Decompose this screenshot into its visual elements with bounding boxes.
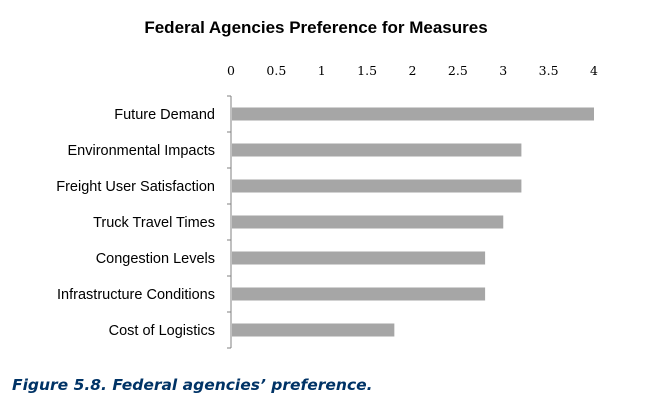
figure-caption: Figure 5.8. Federal agencies’ preference… [12, 376, 373, 394]
category-label: Congestion Levels [96, 251, 215, 267]
x-tick-label: 4 [590, 63, 598, 78]
chart-title: Federal Agencies Preference for Measures [144, 18, 487, 37]
category-label: Infrastructure Conditions [57, 287, 215, 303]
category-labels: Future Demand Environmental Impacts Freigh… [56, 107, 215, 339]
category-label: Environmental Impacts [68, 143, 215, 159]
bar-chart: Federal Agencies Preference for Measures… [56, 18, 598, 349]
x-tick-label: 0 [227, 63, 235, 78]
category-label: Freight User Satisfaction [56, 179, 215, 195]
category-label: Cost of Logistics [109, 323, 215, 339]
bar [232, 215, 504, 229]
bar [232, 179, 522, 193]
x-tick-label: 1 [318, 63, 326, 78]
bar [232, 143, 522, 157]
x-tick-label: 3.5 [539, 63, 559, 78]
x-tick-label: 3 [499, 63, 507, 78]
x-tick-label: 0.5 [266, 63, 286, 78]
bar [232, 251, 486, 265]
category-label: Truck Travel Times [93, 215, 215, 231]
bars [227, 95, 594, 349]
x-tick-label: 1.5 [357, 63, 377, 78]
category-label: Future Demand [114, 107, 215, 123]
bar [232, 287, 486, 301]
x-tick-label: 2.5 [448, 63, 468, 78]
x-tick-label: 2 [409, 63, 417, 78]
x-axis-ticks: 0 0.5 1 1.5 2 2.5 3 3.5 4 [227, 63, 598, 78]
bar [232, 107, 594, 121]
bar [232, 323, 395, 337]
